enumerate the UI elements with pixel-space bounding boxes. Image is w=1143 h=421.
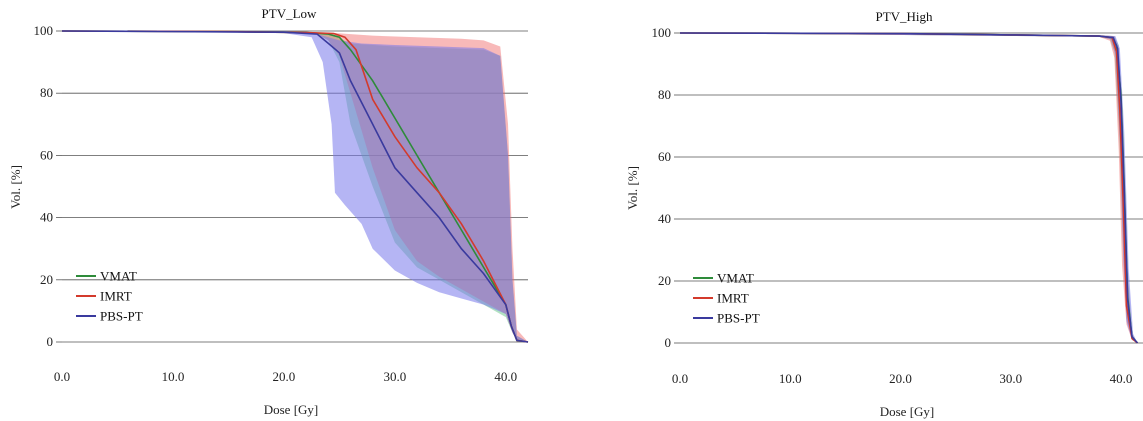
chart-panel-ptv-high: PTV_High Vol. [%] Dose [Gy] 0 20 40 60 80 100…	[625, 9, 1143, 419]
y-tick-label: 100	[652, 25, 672, 40]
y-tick-label: 60	[658, 149, 671, 164]
x-tick-label: 20.0	[273, 369, 296, 384]
x-tick-label: 0.0	[672, 371, 688, 386]
y-tick-label: 0	[47, 334, 54, 349]
x-tick-label: 10.0	[162, 369, 185, 384]
x-tick-label: 40.0	[494, 369, 517, 384]
x-tick-label: 10.0	[779, 371, 802, 386]
x-tick-label: 40.0	[1110, 371, 1133, 386]
x-tick-label: 30.0	[383, 369, 406, 384]
x-axis-label: Dose [Gy]	[264, 402, 319, 417]
legend-label: IMRT	[100, 289, 132, 304]
legend: VMAT IMRT PBS-PT	[76, 269, 143, 324]
chart-panel-ptv-low: PTV_Low Vol. [%] Dose [Gy] 0 20 40 60 80 100 0…	[8, 6, 529, 417]
confidence-band-pbs-pt	[62, 31, 528, 342]
chart-title: PTV_Low	[262, 6, 318, 21]
legend-label: VMAT	[100, 269, 137, 284]
y-tick-label: 0	[665, 335, 672, 350]
y-tick-label: 80	[40, 85, 53, 100]
x-tick-label: 20.0	[889, 371, 912, 386]
x-axis-label: Dose [Gy]	[880, 404, 935, 419]
y-axis-label: Vol. [%]	[625, 166, 640, 210]
y-tick-label: 100	[34, 23, 54, 38]
y-tick-label: 40	[658, 211, 671, 226]
series-line-pbs-pt	[61, 30, 529, 343]
y-tick-label: 20	[40, 272, 53, 287]
legend-label: PBS-PT	[100, 309, 143, 324]
x-tick-label: 0.0	[54, 369, 70, 384]
chart-title: PTV_High	[875, 9, 933, 24]
legend-label: PBS-PT	[717, 311, 760, 326]
series-line-pbs-pt	[679, 32, 1139, 344]
y-tick-label: 80	[658, 87, 671, 102]
legend-label: IMRT	[717, 291, 749, 306]
y-tick-label: 60	[40, 147, 53, 162]
y-tick-label: 20	[658, 273, 671, 288]
y-axis-label: Vol. [%]	[8, 165, 23, 209]
legend: VMAT IMRT PBS-PT	[693, 271, 760, 326]
x-tick-label: 30.0	[999, 371, 1022, 386]
y-tick-label: 40	[40, 210, 53, 225]
legend-label: VMAT	[717, 271, 754, 286]
